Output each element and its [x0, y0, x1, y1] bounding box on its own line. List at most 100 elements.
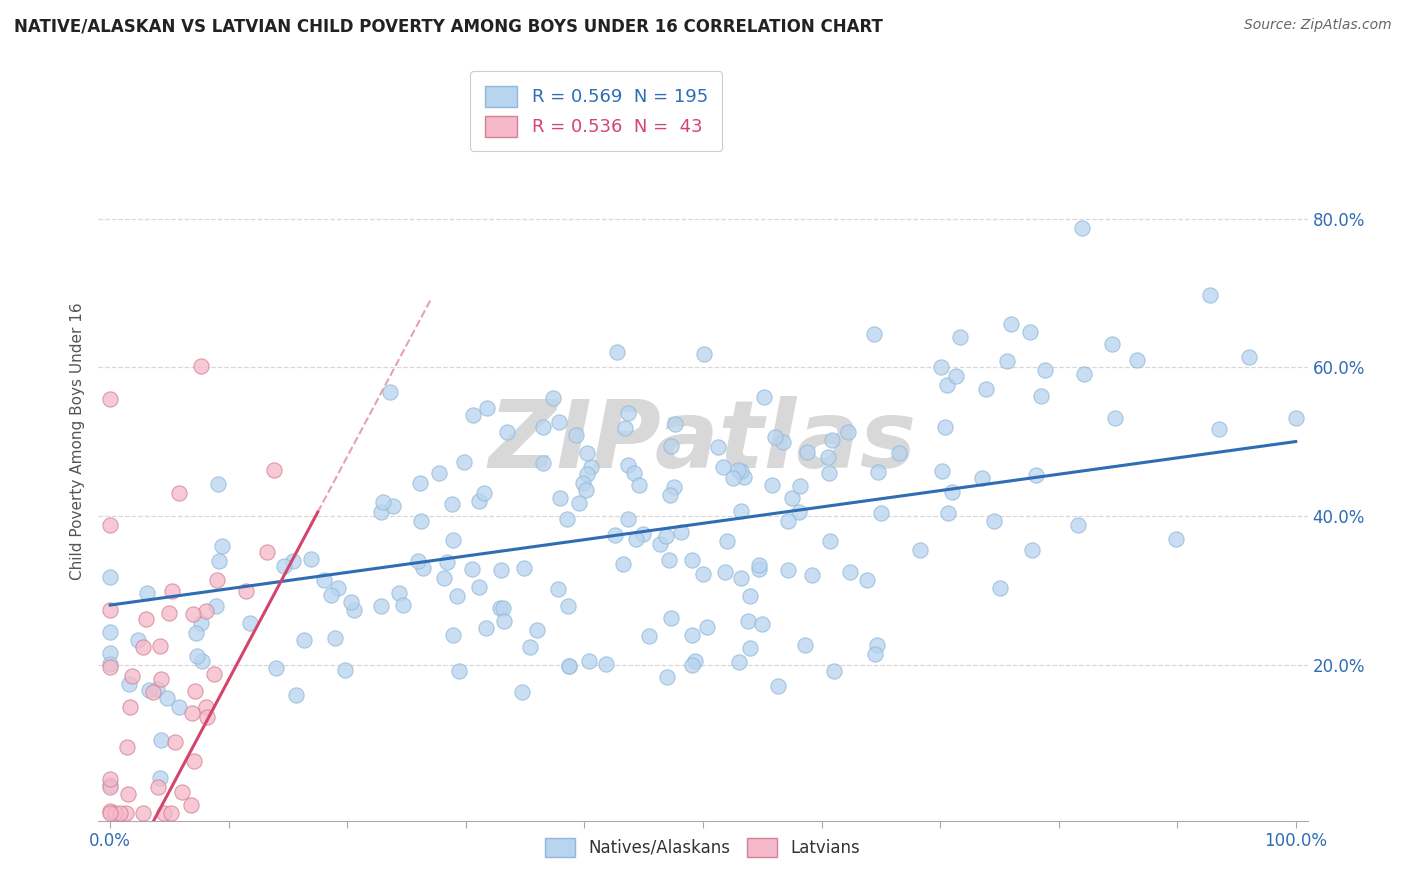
Point: [208, 554, 231, 568]
Point: [575, 446, 598, 460]
Point: [856, 574, 879, 588]
Point: [146, 681, 169, 696]
Point: [862, 327, 884, 342]
Point: [650, 537, 672, 551]
Point: [626, 532, 648, 546]
Point: [135, 613, 157, 627]
Point: [606, 345, 628, 359]
Point: [156, 691, 179, 706]
Point: [821, 433, 844, 447]
Point: [692, 567, 714, 582]
Text: Source: ZipAtlas.com: Source: ZipAtlas.com: [1244, 18, 1392, 32]
Point: [98, 659, 121, 673]
Point: [571, 475, 593, 490]
Point: [711, 460, 734, 475]
Point: [908, 543, 931, 558]
Point: [157, 607, 180, 621]
Point: [183, 754, 205, 768]
Point: [170, 785, 193, 799]
Point: [627, 477, 650, 491]
Point: [513, 560, 536, 574]
Point: [1285, 410, 1308, 425]
Point: [763, 430, 786, 444]
Point: [662, 481, 685, 495]
Point: [153, 806, 176, 821]
Point: [149, 771, 172, 785]
Point: [461, 562, 484, 576]
Point: [195, 699, 218, 714]
Point: [299, 552, 322, 566]
Point: [659, 610, 682, 624]
Point: [292, 633, 315, 648]
Point: [1237, 350, 1260, 364]
Point: [441, 497, 464, 511]
Point: [612, 557, 634, 571]
Point: [1164, 533, 1187, 547]
Point: [866, 638, 889, 652]
Point: [941, 485, 963, 500]
Point: [239, 615, 262, 630]
Point: [557, 512, 579, 526]
Point: [190, 359, 212, 374]
Point: [579, 460, 602, 475]
Point: [115, 739, 138, 754]
Point: [205, 573, 228, 587]
Point: [617, 458, 640, 472]
Point: [557, 599, 579, 614]
Point: [548, 416, 571, 430]
Point: [1019, 326, 1042, 340]
Point: [655, 528, 678, 542]
Point: [326, 582, 349, 596]
Point: [727, 655, 749, 669]
Point: [323, 632, 346, 646]
Point: [163, 735, 186, 749]
Point: [273, 559, 295, 574]
Point: [211, 539, 233, 553]
Point: [740, 589, 762, 603]
Y-axis label: Child Poverty Among Boys Under 16: Child Poverty Among Boys Under 16: [69, 302, 84, 581]
Point: [202, 667, 225, 681]
Point: [98, 570, 121, 584]
Point: [449, 665, 471, 679]
Point: [132, 806, 155, 821]
Point: [737, 614, 759, 628]
Point: [98, 646, 121, 660]
Point: [730, 571, 752, 585]
Point: [180, 797, 202, 812]
Point: [381, 499, 404, 513]
Point: [489, 601, 512, 615]
Point: [370, 505, 392, 519]
Point: [970, 471, 993, 485]
Point: [817, 450, 839, 464]
Point: [121, 669, 143, 683]
Point: [98, 392, 121, 407]
Point: [974, 382, 997, 396]
Text: ZIPatlas: ZIPatlas: [489, 395, 917, 488]
Point: [149, 672, 172, 686]
Point: [617, 406, 640, 420]
Point: [312, 573, 335, 587]
Point: [733, 470, 755, 484]
Point: [988, 581, 1011, 595]
Point: [669, 524, 692, 539]
Point: [869, 506, 891, 520]
Point: [1021, 543, 1043, 558]
Point: [730, 464, 752, 478]
Point: [837, 425, 859, 440]
Point: [568, 496, 591, 510]
Point: [98, 603, 121, 617]
Point: [780, 491, 803, 505]
Point: [531, 419, 554, 434]
Point: [468, 580, 491, 594]
Point: [283, 554, 305, 568]
Point: [558, 659, 581, 673]
Point: [681, 628, 703, 642]
Point: [716, 533, 738, 548]
Point: [340, 595, 363, 609]
Point: [664, 417, 686, 431]
Point: [461, 408, 484, 422]
Point: [127, 632, 149, 647]
Text: NATIVE/ALASKAN VS LATVIAN CHILD POVERTY AMONG BOYS UNDER 16 CORRELATION CHART: NATIVE/ALASKAN VS LATVIAN CHILD POVERTY …: [14, 18, 883, 36]
Point: [429, 466, 451, 480]
Point: [115, 806, 138, 821]
